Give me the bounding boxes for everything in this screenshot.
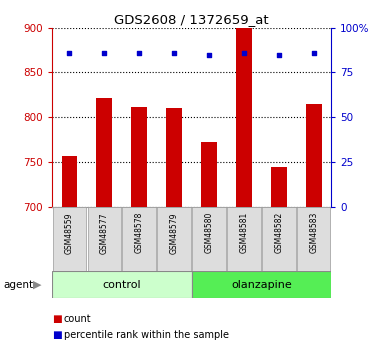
Point	[276, 52, 282, 57]
Text: GSM48577: GSM48577	[100, 212, 109, 254]
Bar	[97, 98, 112, 207]
Text: GSM48559: GSM48559	[65, 212, 74, 254]
Bar	[166, 108, 182, 207]
Text: control: control	[102, 280, 141, 289]
Bar	[52, 271, 192, 298]
Text: GSM48579: GSM48579	[169, 212, 179, 254]
Point	[206, 52, 212, 57]
Point	[171, 50, 177, 56]
Title: GDS2608 / 1372659_at: GDS2608 / 1372659_at	[114, 13, 269, 27]
Text: ■: ■	[52, 314, 62, 324]
Text: GSM48583: GSM48583	[309, 212, 318, 254]
Text: olanzapine: olanzapine	[231, 280, 292, 289]
Bar	[53, 207, 86, 271]
Text: GSM48580: GSM48580	[204, 212, 214, 254]
Point	[66, 50, 72, 56]
Bar	[236, 28, 252, 207]
Bar	[122, 207, 156, 271]
Text: percentile rank within the sample: percentile rank within the sample	[64, 331, 229, 340]
Bar	[157, 207, 191, 271]
Bar	[201, 141, 217, 207]
Bar	[297, 207, 330, 271]
Point	[311, 50, 317, 56]
Text: ■: ■	[52, 331, 62, 340]
Bar	[87, 207, 121, 271]
Bar	[227, 207, 261, 271]
Text: GSM48582: GSM48582	[274, 212, 283, 253]
Point	[136, 50, 142, 56]
Point	[101, 50, 107, 56]
Text: GSM48581: GSM48581	[239, 212, 248, 253]
Text: count: count	[64, 314, 91, 324]
Bar	[131, 107, 147, 207]
Bar	[62, 156, 77, 207]
Bar	[192, 271, 331, 298]
Text: GSM48578: GSM48578	[135, 212, 144, 254]
Bar	[262, 207, 296, 271]
Bar	[271, 167, 286, 207]
Bar	[306, 104, 321, 207]
Text: ▶: ▶	[33, 280, 41, 289]
Point	[241, 50, 247, 56]
Text: agent: agent	[4, 280, 34, 289]
Bar	[192, 207, 226, 271]
